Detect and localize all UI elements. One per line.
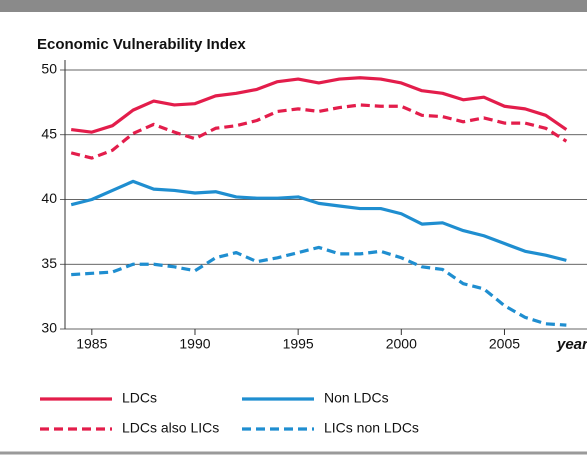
line-series xyxy=(71,245,567,327)
y-tick-label: 45 xyxy=(41,125,57,141)
x-axis-label: year xyxy=(556,336,587,353)
legend-label: Non LDCs xyxy=(324,390,389,406)
x-tick-label: 1990 xyxy=(179,336,210,352)
y-tick-label: 35 xyxy=(41,255,57,271)
chart-title: Economic Vulnerability Index xyxy=(37,36,246,53)
line-series xyxy=(70,76,568,134)
legend-label: LDCs also LICs xyxy=(122,420,219,436)
x-tick-label: 2000 xyxy=(386,336,417,352)
y-tick-label: 30 xyxy=(41,320,57,336)
y-tick-label: 40 xyxy=(41,190,57,206)
x-tick-label: 1995 xyxy=(283,336,314,352)
legend-label: LICs non LDCs xyxy=(324,420,419,436)
top-bar xyxy=(0,0,587,12)
x-tick-label: 2005 xyxy=(489,336,520,352)
y-tick-label: 50 xyxy=(41,61,57,77)
x-tick-label: 1985 xyxy=(76,336,107,352)
legend-label: LDCs xyxy=(122,390,157,406)
line-series xyxy=(70,103,568,160)
line-series xyxy=(70,179,567,262)
